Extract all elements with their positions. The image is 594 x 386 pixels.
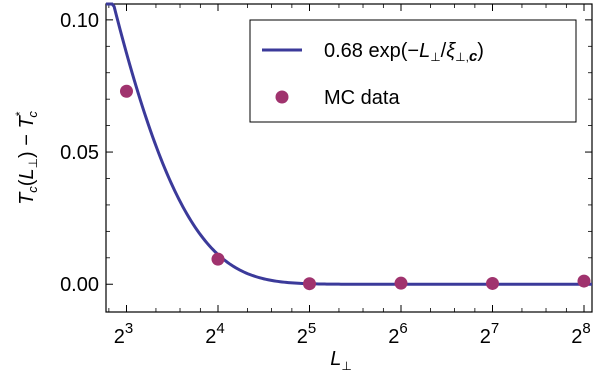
fit-line [106, 2, 592, 286]
data-point-3 [394, 276, 408, 290]
x-tick-label-3: 26 [388, 320, 407, 348]
x-tick-label-base-3: 2 [388, 326, 399, 348]
x-tick-label-1: 24 [205, 320, 224, 348]
legend-fit-close: ) [477, 40, 484, 62]
tick-labels: 23 24 25 26 27 280.000.050.10 [60, 10, 591, 348]
plot-frame [105, 3, 593, 313]
x-tick-label-0: 23 [114, 320, 133, 348]
x-axis-title-sub: ⊥ [341, 359, 351, 373]
x-tick-label-2: 25 [297, 320, 316, 348]
y-title-c: c [25, 186, 40, 193]
x-tick-label-exp-5: 8 [582, 320, 590, 337]
x-tick-label-exp-2: 5 [308, 320, 316, 337]
y-tick-label-2: 0.10 [60, 10, 99, 32]
y-title-close: ) [16, 151, 38, 158]
y-axis-title: Tc(L⊥) − T*c [13, 111, 40, 205]
x-tick-label-base-0: 2 [114, 326, 125, 348]
y-tick-label-1: 0.05 [60, 142, 99, 164]
x-tick-label-5: 28 [571, 320, 590, 348]
x-axis-title: L⊥ [330, 348, 352, 373]
data-point-4 [485, 276, 499, 290]
data-points [119, 84, 591, 291]
y-title-t: T [16, 191, 38, 205]
y-title-minus: − [16, 128, 38, 151]
x-tick-label-base-2: 2 [297, 326, 308, 348]
legend-fit-perp: ⊥ [430, 50, 440, 64]
x-tick-label-base-4: 2 [480, 326, 491, 348]
legend-fit-sub: ⊥, [455, 50, 469, 64]
x-tick-label-4: 27 [480, 320, 499, 348]
data-point-2 [302, 277, 316, 291]
data-point-1 [211, 252, 225, 266]
y-title-t2: T [16, 114, 38, 128]
legend-fit-prefix: 0.68 exp(− [324, 40, 419, 62]
x-tick-label-base-5: 2 [571, 326, 582, 348]
legend: 0.68 exp(−L⊥/ξ⊥,c) MC data [249, 19, 577, 123]
legend-entry-mc: MC data [324, 87, 400, 109]
x-tick-label-exp-0: 3 [125, 320, 133, 337]
legend-fit-l: L [419, 40, 430, 62]
y-tick-label-0: 0.00 [60, 274, 99, 296]
y-title-l: L [16, 168, 38, 179]
y-title-open: ( [16, 179, 38, 186]
y-title-c2: c [25, 111, 40, 118]
legend-box [249, 19, 577, 123]
x-tick-label-exp-1: 4 [216, 320, 224, 337]
legend-fit-slash: / [441, 40, 447, 62]
y-title-perp: ⊥ [26, 158, 40, 168]
data-point-5 [577, 274, 591, 288]
x-tick-label-exp-3: 6 [399, 320, 407, 337]
legend-entry-fit: 0.68 exp(−L⊥/ξ⊥,c) [324, 40, 484, 65]
y-title-star: * [13, 111, 27, 116]
legend-point-swatch [275, 90, 289, 104]
legend-fit-c: c [469, 48, 478, 65]
x-tick-label-base-1: 2 [205, 326, 216, 348]
data-point-0 [119, 84, 133, 98]
legend-fit-xi: ξ [446, 40, 456, 62]
x-axis-title-main: L [330, 348, 341, 370]
x-tick-label-exp-4: 7 [491, 320, 499, 337]
